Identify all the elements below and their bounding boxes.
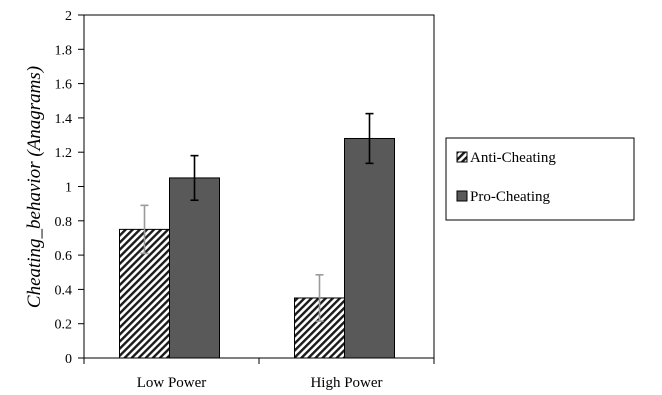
legend-swatch-anti-cheating bbox=[456, 151, 468, 163]
y-tick-label: 2 bbox=[65, 9, 72, 24]
y-tick-label: 1.8 bbox=[55, 43, 73, 58]
legend-swatch-pro-cheating bbox=[456, 190, 468, 202]
y-tick-label: 1 bbox=[65, 181, 72, 196]
y-tick-label: 0.2 bbox=[55, 318, 73, 333]
legend: Anti-Cheating Pro-Cheating bbox=[445, 137, 635, 221]
y-tick-label: 1.6 bbox=[55, 78, 73, 93]
y-tick-label: 1.4 bbox=[55, 112, 73, 127]
y-tick-label: 1.2 bbox=[55, 146, 73, 161]
y-axis-ticks: 0 0.2 0.4 0.6 0.8 1 1.2 1.4 1.6 1.8 2 bbox=[55, 9, 84, 367]
y-tick-label: 0.8 bbox=[55, 215, 73, 230]
bars bbox=[119, 112, 395, 359]
legend-label-pro-cheating: Pro-Cheating bbox=[470, 189, 550, 205]
x-tick-label: Low Power bbox=[137, 375, 207, 391]
x-tick-label: High Power bbox=[310, 375, 382, 391]
y-tick-label: 0 bbox=[65, 352, 72, 367]
y-tick-label: 0.6 bbox=[55, 249, 73, 264]
legend-box bbox=[445, 137, 635, 221]
y-tick-label: 0.4 bbox=[55, 283, 73, 298]
x-axis-ticks: Low Power High Power bbox=[83, 358, 435, 391]
bar-pro-cheating bbox=[169, 177, 220, 359]
bar-pro-cheating bbox=[344, 137, 395, 359]
y-axis-label: Cheating_behavior (Anagrams) bbox=[24, 66, 45, 308]
legend-label-anti-cheating: Anti-Cheating bbox=[470, 150, 556, 166]
